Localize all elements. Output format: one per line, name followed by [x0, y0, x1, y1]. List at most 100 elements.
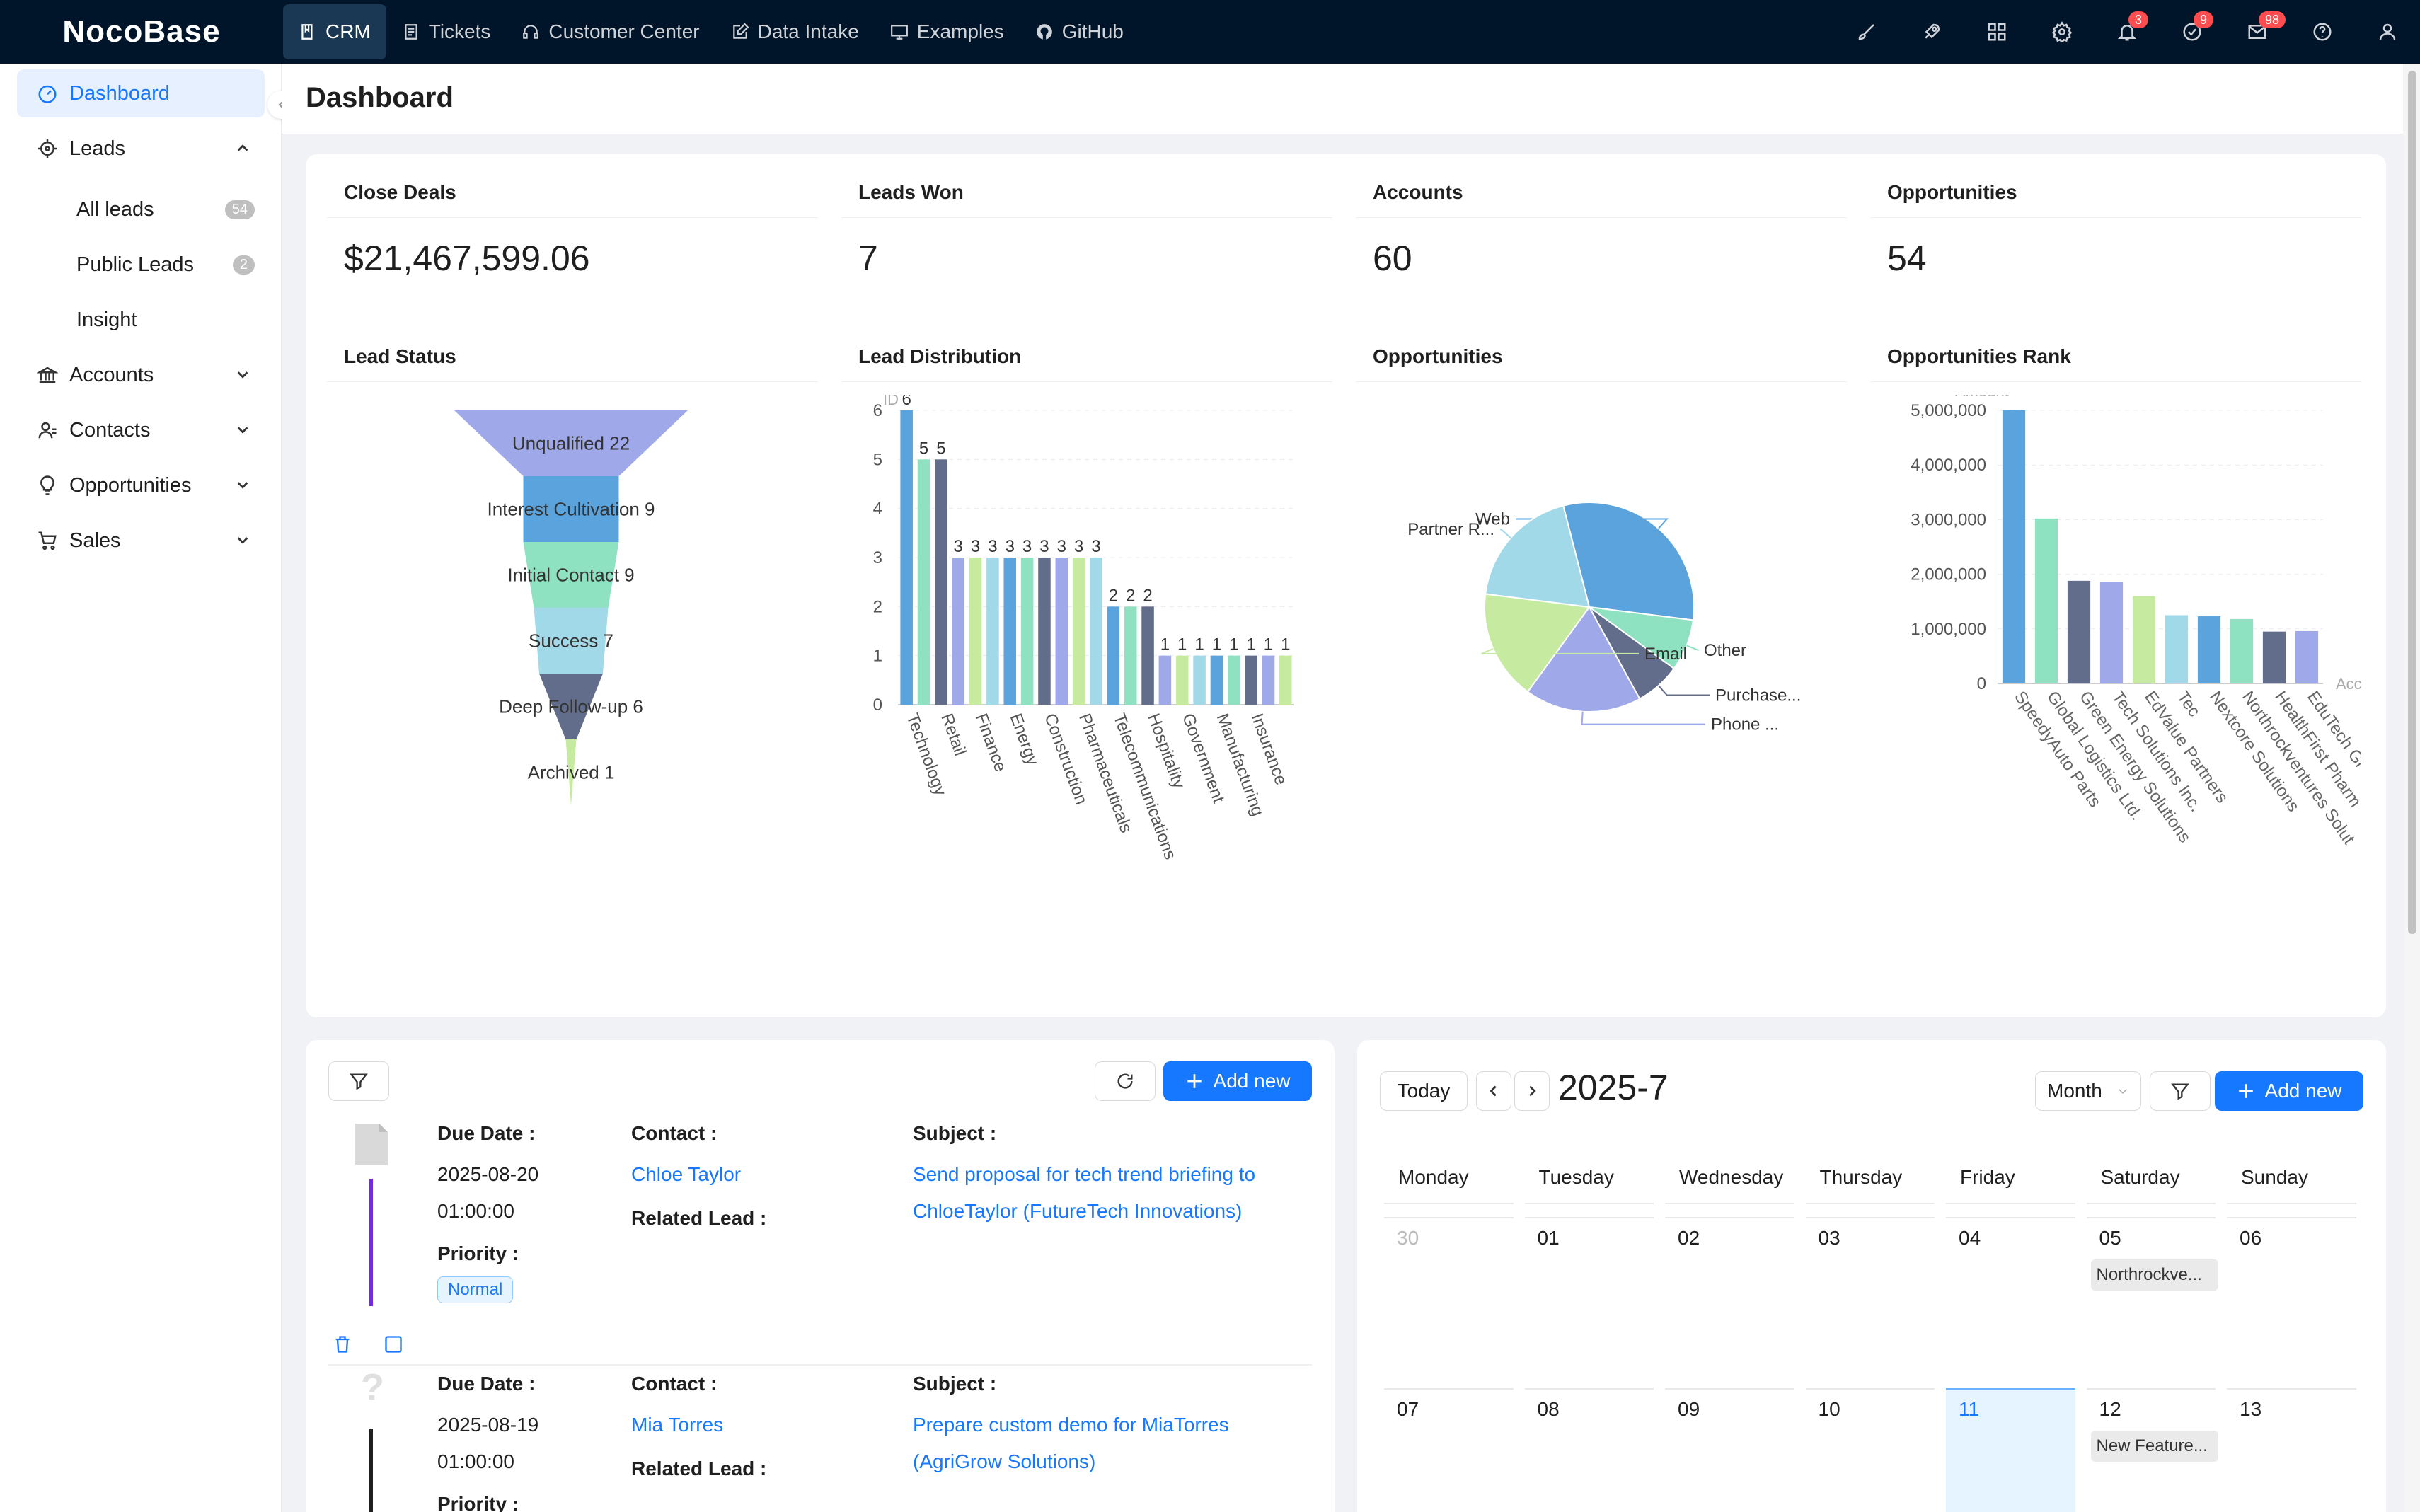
sidebar-item-accounts[interactable]: Accounts — [17, 351, 265, 399]
stat-accounts: Accounts 60 — [1356, 154, 1847, 279]
bar — [1245, 655, 1257, 705]
calendar-day-cell[interactable]: 10 — [1805, 1388, 1935, 1512]
nav-tickets[interactable]: Tickets — [386, 4, 507, 59]
nav-crm[interactable]: CRM — [283, 4, 386, 59]
next-month-button[interactable] — [1514, 1071, 1550, 1111]
sidebar-item-public-leads[interactable]: Public Leads 2 — [17, 241, 265, 289]
subject-link-line2[interactable]: (AgriGrow Solutions) — [913, 1450, 1096, 1472]
calendar-day-cell[interactable]: 30 — [1384, 1217, 1514, 1387]
contact-link[interactable]: Mia Torres — [631, 1414, 724, 1436]
bar — [2002, 410, 2026, 683]
calendar-day-cell[interactable]: 09 — [1665, 1388, 1794, 1512]
calendar-day-cell[interactable]: 08 — [1524, 1388, 1654, 1512]
apps-button[interactable] — [1964, 0, 2029, 64]
bar — [1193, 655, 1206, 705]
app-logo[interactable]: NocoBase — [62, 14, 221, 49]
bar-value-label: 3 — [1091, 537, 1100, 556]
subject-field: Subject : Prepare custom demo for MiaTor… — [913, 1373, 1229, 1480]
user-menu-button[interactable] — [2355, 0, 2420, 64]
github-icon — [1036, 24, 1052, 40]
add-new-label: Add new — [1213, 1070, 1291, 1092]
calendar-day-cell[interactable]: 04 — [1946, 1217, 2075, 1387]
add-event-button[interactable]: Add new — [2215, 1071, 2363, 1111]
delete-icon[interactable] — [333, 1334, 352, 1354]
page-scrollbar[interactable] — [2404, 64, 2420, 1512]
day-number: 10 — [1818, 1398, 1840, 1420]
bar-value-label: 1 — [1246, 635, 1255, 654]
day-number: 11 — [1959, 1398, 1980, 1420]
subject-link-line2[interactable]: ChloeTaylor (FutureTech Innovations) — [913, 1200, 1243, 1222]
notifications-button[interactable]: 3 — [2095, 0, 2160, 64]
chevron-down-icon — [237, 427, 248, 434]
bar-value-label: 1 — [1212, 635, 1221, 654]
pie-slice — [1485, 504, 1591, 608]
subject-link[interactable]: Prepare custom demo for MiaTorres — [913, 1414, 1229, 1436]
weekday-header: Wednesday — [1665, 1160, 1794, 1204]
file-icon — [355, 1124, 388, 1165]
refresh-button[interactable] — [1095, 1061, 1156, 1101]
calendar-day-cell[interactable]: 12 New Feature... — [2086, 1388, 2218, 1512]
calendar-day-cell[interactable]: 11 — [1946, 1388, 2075, 1512]
count-badge: 2 — [232, 255, 255, 275]
subject-link[interactable]: Send proposal for tech trend briefing to — [913, 1163, 1256, 1185]
calendar-filter-button[interactable] — [2150, 1071, 2211, 1111]
sidebar-item-contacts[interactable]: Contacts — [17, 406, 265, 454]
bar — [1003, 558, 1017, 705]
calendar-day-cell[interactable]: 03 — [1805, 1217, 1935, 1387]
calendar-day-cell[interactable]: 06 — [2227, 1217, 2356, 1387]
bar-value-label: 3 — [1057, 537, 1066, 556]
sidebar-item-insight[interactable]: Insight — [17, 296, 265, 344]
funnel-label: Unqualified 22 — [512, 433, 630, 454]
day-number: 04 — [1959, 1227, 1981, 1249]
headset-icon — [523, 25, 539, 39]
chart-title-opportunities: Opportunities — [1356, 318, 1847, 382]
contact-link[interactable]: Chloe Taylor — [631, 1163, 742, 1185]
crosshair-icon — [37, 138, 58, 159]
dashboard-charts-card: Close Deals $21,467,599.06 Leads Won 7 A… — [306, 154, 2386, 1017]
filter-icon — [2171, 1083, 2189, 1100]
chevron-down-icon — [2119, 1089, 2127, 1095]
bar — [2067, 580, 2091, 683]
today-button[interactable]: Today — [1380, 1071, 1468, 1111]
bar — [1107, 606, 1120, 705]
calendar-day-cell[interactable]: 02 — [1665, 1217, 1794, 1387]
sidebar-item-dashboard[interactable]: Dashboard — [17, 69, 265, 117]
nav-data-intake[interactable]: Data Intake — [715, 4, 875, 59]
due-date-field: Due Date : 2025-08-20 01:00:00 — [437, 1122, 538, 1230]
bar-value-label: 3 — [971, 537, 980, 556]
bulb-icon — [37, 475, 58, 496]
view-select[interactable]: Month — [2035, 1071, 2141, 1111]
calendar-event[interactable]: New Feature... — [2090, 1431, 2218, 1462]
scrollbar-thumb[interactable] — [2408, 71, 2416, 934]
sidebar-item-all-leads[interactable]: All leads 54 — [17, 185, 265, 233]
due-date-field: Due Date : 2025-08-19 01:00:00 — [437, 1373, 538, 1480]
nav-examples[interactable]: Examples — [875, 4, 1020, 59]
calendar-day-cell[interactable]: 05 Northrockve... — [2086, 1217, 2218, 1387]
help-button[interactable] — [2290, 0, 2355, 64]
nav-customer-center[interactable]: Customer Center — [506, 4, 715, 59]
calendar-day-cell[interactable]: 01 — [1524, 1217, 1654, 1387]
sidebar-item-leads[interactable]: Leads — [17, 125, 265, 173]
y-tick-label: 1 — [873, 647, 882, 666]
calendar-day-cell[interactable]: 07 — [1384, 1388, 1514, 1512]
select-checkbox[interactable] — [384, 1334, 403, 1354]
weekday-header: Saturday — [2086, 1160, 2216, 1204]
calendar-card: Today 2025-7 Month Add new Monday Tuesday… — [1357, 1040, 2386, 1512]
calendar-day-cell[interactable]: 13 — [2227, 1388, 2356, 1512]
sidebar-item-opportunities[interactable]: Opportunities — [17, 461, 265, 509]
bar-value-label: 3 — [954, 537, 963, 556]
plugin-manager-button[interactable] — [1899, 0, 1964, 64]
stat-label: Accounts — [1356, 154, 1847, 218]
bar — [1072, 558, 1085, 705]
theme-editor-button[interactable] — [1834, 0, 1899, 64]
nav-github[interactable]: GitHub — [1020, 4, 1139, 59]
nav-examples-label: Examples — [916, 21, 1004, 42]
sidebar-item-sales[interactable]: Sales — [17, 516, 265, 565]
tasks-button[interactable]: 9 — [2160, 0, 2225, 64]
settings-button[interactable] — [2029, 0, 2095, 64]
filter-button[interactable] — [328, 1061, 389, 1101]
calendar-event[interactable]: Northrockve... — [2090, 1259, 2218, 1291]
prev-month-button[interactable] — [1476, 1071, 1511, 1111]
mail-button[interactable]: 98 — [2225, 0, 2290, 64]
add-task-button[interactable]: Add new — [1163, 1061, 1312, 1101]
